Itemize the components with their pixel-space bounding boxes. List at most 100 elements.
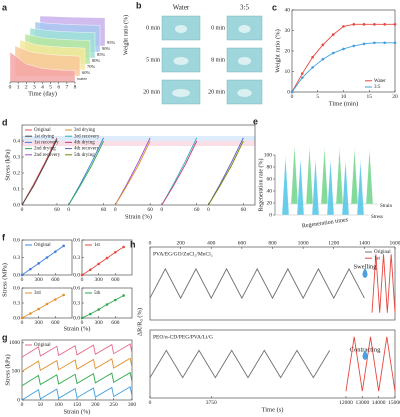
marker — [373, 23, 376, 26]
series-line — [371, 254, 396, 313]
marker — [311, 66, 314, 69]
cone — [326, 158, 335, 216]
x-tick-label: 1 — [17, 84, 20, 90]
x-tick-label: 0 — [9, 84, 12, 90]
y-axis-label: Weight ratio (%) — [122, 15, 129, 55]
x-tick-label: 3 — [33, 84, 36, 90]
legend-label: 1st — [94, 243, 100, 248]
y-axis-label: Stress (kPa) — [4, 149, 11, 180]
y-axis-label: Stress (kPa) — [4, 354, 11, 385]
series-line — [149, 349, 331, 379]
droplet — [173, 57, 189, 65]
marker — [105, 256, 109, 260]
series-line — [149, 267, 365, 300]
y-axis-label: ΔR/R₀ (%) — [136, 308, 143, 336]
legend-label: 2nd recovery — [34, 153, 61, 158]
layer-label: 95% — [107, 40, 116, 45]
series-line — [114, 140, 151, 206]
legend-label: 3rd recovery — [74, 134, 100, 139]
cone — [335, 146, 344, 205]
time-label: 5 min — [146, 57, 160, 63]
x-tick-label: 13000 — [355, 400, 369, 406]
x-tick-label: 60 — [54, 207, 60, 213]
series-line — [161, 137, 198, 206]
plot-frame — [149, 246, 396, 321]
x-tick-label: 5 — [49, 84, 52, 90]
y-tick-label: 0.0 — [13, 202, 20, 208]
marker — [301, 72, 304, 75]
x-tick-label: 7 — [66, 84, 69, 90]
series-line — [21, 139, 58, 206]
marker — [89, 268, 92, 272]
marker — [54, 250, 57, 253]
marker — [45, 302, 49, 306]
x-tick-label: 0 — [207, 207, 210, 213]
y-tick-label: 0.3 — [13, 300, 20, 306]
y-tick-label: 0.2 — [13, 170, 20, 176]
y-tick-label: 0.0 — [13, 315, 20, 321]
marker — [20, 273, 24, 277]
plot-frame — [149, 329, 396, 399]
series-line — [21, 371, 133, 387]
cone — [320, 146, 329, 205]
x-tick-label: 200 — [177, 240, 186, 246]
droplet — [172, 89, 190, 97]
marker — [393, 23, 397, 26]
y-tick-label: 0.3 — [73, 300, 80, 306]
x-tick-label: 100 — [55, 402, 64, 408]
y-tick-label: 500 — [12, 369, 21, 375]
legend-label: 4th drying — [74, 141, 95, 146]
cone — [341, 159, 350, 216]
x-axis-label: Time (s) — [262, 406, 284, 413]
y-tick-label: 0.3 — [13, 154, 20, 160]
y-tick-label: 0.0 — [73, 272, 80, 278]
panel-label: f — [2, 232, 6, 242]
droplet — [238, 25, 251, 33]
y-tick-label: 0.0 — [13, 272, 20, 278]
plot-frame — [21, 124, 256, 206]
y-tick-label: 30 — [285, 28, 291, 34]
legend-label: 5th — [94, 291, 101, 296]
marker — [105, 303, 109, 306]
annotation: Contracting — [350, 346, 381, 353]
series-line — [208, 137, 244, 206]
marker — [114, 250, 117, 254]
x-tick-label: 0 — [160, 207, 163, 213]
column-title: Water — [173, 4, 190, 12]
x-axis-label: Regeneration times — [302, 217, 350, 230]
cone — [311, 157, 320, 216]
y-tick-label: 0.3 — [73, 255, 80, 261]
x-tick-label: 150 — [73, 402, 82, 408]
x-tick-label: 0 — [67, 207, 70, 213]
droplet — [237, 57, 252, 65]
panel-label: c — [272, 2, 277, 12]
y-tick-label: 0.4 — [13, 138, 20, 144]
legend-label: 3:5 — [374, 85, 381, 90]
x-tick-label: 3750 — [206, 400, 217, 406]
x-tick-label: 1600 — [390, 240, 400, 246]
panel-label: a — [2, 2, 8, 12]
z-tick-label: 100 — [264, 152, 273, 158]
z-tick-label: 20 — [267, 200, 273, 206]
panel-label: h — [130, 239, 136, 249]
x-tick-label: 300 — [95, 320, 104, 326]
marker — [393, 41, 397, 45]
series-line — [81, 295, 124, 319]
z-tick-label: 60 — [267, 176, 273, 182]
x-tick-label: 0 — [81, 277, 84, 283]
x-tick-label: 600 — [238, 240, 247, 246]
series-line — [161, 140, 198, 206]
legend-label: 3rd drying — [74, 128, 95, 133]
y-tick-label: 40 — [285, 7, 291, 13]
marker — [383, 41, 387, 45]
cone — [290, 143, 299, 205]
x-tick-label: 0 — [21, 207, 24, 213]
cone — [365, 148, 374, 205]
y-tick-label: 0.6 — [13, 285, 20, 291]
panel-label: b — [136, 0, 142, 10]
x-tick-label: 300 — [128, 402, 137, 408]
x-tick-label: 1200 — [328, 240, 339, 246]
marker — [122, 294, 125, 297]
marker — [321, 57, 325, 61]
legend-label: 2nd drying — [34, 147, 56, 152]
